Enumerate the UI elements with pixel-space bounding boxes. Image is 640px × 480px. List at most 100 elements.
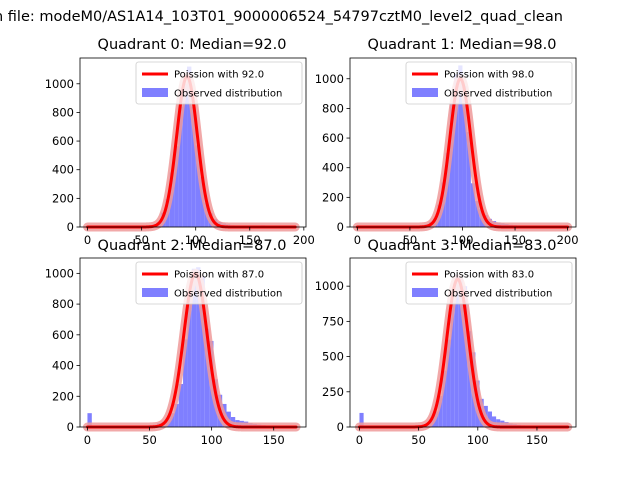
quadrant-0-title: Quadrant 0: Median=92.0: [98, 37, 287, 53]
q1-y-tick-label: 600: [322, 131, 344, 145]
q1-hist-bar: [454, 74, 459, 227]
q0-legend: Poission with 92.0 Observed distribution: [135, 61, 303, 105]
q2-legend-box: [135, 261, 303, 305]
quadrant-1-title: Quadrant 1: Median=98.0: [368, 37, 557, 53]
q1-hist-bar: [470, 183, 476, 227]
q3-y-tick-label: 0: [337, 420, 344, 434]
quadrant-3-plot-area: 0 50 100 150 0 250 500 750 1000 Poission with 83.…: [315, 257, 577, 447]
q1-axes-frame: [349, 57, 577, 228]
q3-hist-bar: [438, 396, 443, 427]
quadrant-1-panel: Quadrant 1: Median=98.0 0 50 100 150 200 0 200…: [315, 37, 579, 247]
q3-legend-hist-label: Observed distribution: [444, 289, 552, 300]
q3-y-tick-label: 1000: [315, 279, 344, 293]
q0-hist-bar: [174, 146, 179, 227]
q3-x-tick-label: 150: [526, 433, 548, 447]
q0-hist-bar: [187, 66, 192, 227]
quadrant-2-panel: 0 50 100 150 0 200 400 600 800 1000 Poission with …: [45, 238, 307, 447]
q2-legend-hist-swatch: [142, 288, 168, 297]
q1-hist-bar: [462, 86, 467, 227]
q3-hist-bar: [491, 416, 497, 427]
q3-x-tick-label: 0: [356, 433, 363, 447]
q1-y-tick-label: 1000: [315, 72, 344, 86]
q2-legend-hist-label: Observed distribution: [174, 289, 282, 300]
q0-legend-hist-label: Observed distribution: [174, 89, 282, 100]
q0-y-tick-label: 0: [67, 220, 74, 234]
q1-legend-fit-label: Poission with 98.0: [444, 70, 534, 81]
q0-legend-box: [135, 61, 303, 105]
q3-hist-bar: [359, 412, 364, 427]
q2-x-tick-label: 150: [263, 433, 285, 447]
q1-y-tick-label: 400: [322, 161, 344, 175]
figure-suptitle: n file: modeM0/AS1A14_103T01_9000006524_…: [0, 9, 563, 25]
q3-x-tick-label: 100: [467, 433, 489, 447]
q0-y-tick-label: 400: [52, 163, 74, 177]
q1-x-tick-label: 100: [451, 233, 473, 247]
q2-hist-bar: [200, 276, 205, 427]
q3-hist-bar: [442, 370, 447, 427]
q0-axes-frame: [79, 57, 307, 228]
q2-y-tick-label: 200: [52, 389, 74, 403]
q3-y-tick-label: 500: [322, 350, 344, 364]
q2-x-tick-label: 100: [201, 433, 223, 447]
q0-hist-bar: [195, 145, 201, 227]
q3-y-tick-label: 250: [322, 385, 344, 399]
q0-x-tick-label: 0: [84, 233, 91, 247]
q1-hist-bar: [449, 103, 455, 227]
q1-legend-box: [405, 61, 573, 105]
q1-y-tick-label: 200: [322, 190, 344, 204]
quadrant-2-plot-area: 0 50 100 150 0 200 400 600 800 1000 Poission with …: [45, 257, 307, 447]
q2-x-tick-label: 50: [142, 433, 157, 447]
q3-y-tick-label: 750: [322, 314, 344, 328]
q0-legend-hist-swatch: [142, 88, 168, 97]
q3-hist-bar: [458, 277, 463, 427]
q2-axes-frame: [79, 257, 307, 428]
q1-hist-bar: [458, 65, 463, 227]
q1-hist-bar: [475, 201, 480, 227]
q2-hist-bar: [187, 293, 192, 427]
q0-y-tick-label: 1000: [45, 77, 74, 91]
q2-y-tick-label: 0: [67, 420, 74, 434]
q0-hist-bar: [191, 106, 196, 227]
q0-y-tick-label: 600: [52, 134, 74, 148]
q2-hist-bar: [204, 328, 210, 427]
quadrant-3-title: Quadrant 3: Median=83.0: [368, 238, 557, 254]
q2-hist-bar: [87, 413, 92, 427]
q3-hist-bar: [446, 339, 451, 427]
q3-hist-bar: [450, 300, 455, 427]
q3-legend: Poission with 83.0 Observed distribution: [405, 261, 573, 305]
q3-hist-bar: [454, 274, 459, 427]
q2-x-tick-label: 0: [84, 433, 91, 447]
q0-x-tick-label: 200: [293, 233, 315, 247]
q0-x-tick-label: 50: [134, 233, 149, 247]
q1-legend: Poission with 98.0 Observed distribution: [405, 61, 573, 105]
q0-x-tick-label: 100: [185, 233, 207, 247]
quadrant-3-panel: 0 50 100 150 0 250 500 750 1000 Poission with 83.…: [315, 238, 577, 447]
quadrant-1-plot-area: 0 50 100 150 200 0 200 400 600 800 1000 Poission wi…: [315, 57, 579, 247]
q0-y-tick-label: 200: [52, 191, 74, 205]
q3-hist-bar: [467, 331, 472, 427]
q2-hist-bar: [183, 339, 188, 427]
q2-y-tick-label: 400: [52, 359, 74, 373]
q1-x-tick-label: 150: [504, 233, 526, 247]
quadrant-0-panel: Quadrant 0: Median=92.0 0 50 100 150 200 0 200…: [45, 37, 315, 247]
q0-hist-bar: [182, 83, 188, 227]
q3-legend-hist-swatch: [412, 288, 438, 297]
q3-axes-frame: [349, 257, 577, 428]
q1-hist-bar: [466, 132, 471, 227]
q2-y-tick-label: 600: [52, 328, 74, 342]
q1-legend-hist-label: Observed distribution: [444, 89, 552, 100]
q2-hist-bar: [196, 267, 201, 427]
q2-legend: Poission with 87.0 Observed distribution: [135, 261, 303, 305]
q2-hist-bar: [174, 403, 179, 427]
q1-y-tick-label: 0: [337, 220, 344, 234]
q2-y-tick-label: 1000: [45, 266, 74, 280]
q0-x-tick-label: 150: [239, 233, 261, 247]
q0-hist-bar: [178, 106, 183, 227]
q3-legend-fit-label: Poission with 83.0: [444, 270, 534, 281]
q2-hist-bar: [178, 383, 184, 427]
q2-legend-fit-label: Poission with 87.0: [174, 270, 264, 281]
quadrant-0-plot-area: 0 50 100 150 200 0 200 400 600 800 1000 Poission wi…: [45, 57, 315, 247]
q1-hist-bar: [445, 152, 450, 227]
q2-y-tick-label: 800: [52, 297, 74, 311]
